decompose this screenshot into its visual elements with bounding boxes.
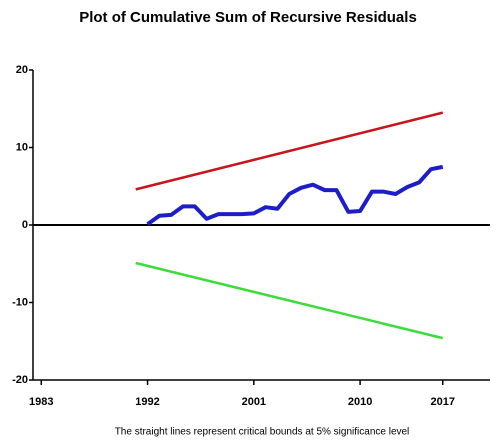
y-tick-label: -10: [12, 296, 28, 308]
y-tick-label: 0: [22, 219, 28, 231]
y-tick-label: 20: [16, 64, 28, 76]
x-tick-label: 2001: [242, 396, 266, 408]
chart-title: Plot of Cumulative Sum of Recursive Resi…: [79, 9, 417, 26]
series-line: [135, 261, 444, 340]
y-tick-label: -20: [12, 374, 28, 386]
x-tick-label: 1983: [29, 396, 53, 408]
x-tick-label: 2017: [431, 396, 455, 408]
x-tick-label: 1992: [135, 396, 159, 408]
series-line: [146, 164, 444, 226]
y-tick-label: 10: [16, 141, 28, 153]
series-line: [135, 111, 444, 191]
x-tick-label: 2010: [348, 396, 372, 408]
chart-note: The straight lines represent critical bo…: [115, 427, 410, 438]
